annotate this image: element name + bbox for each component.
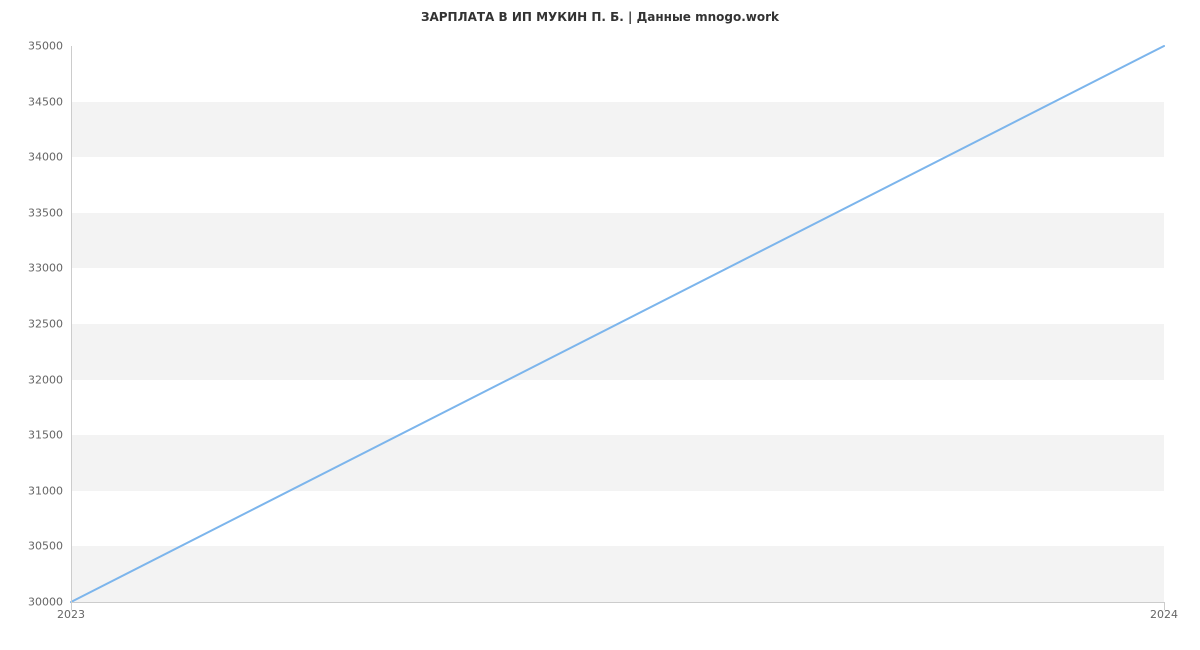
x-axis-line	[71, 602, 1164, 603]
series-line	[71, 46, 1164, 602]
line-layer	[71, 46, 1164, 602]
y-axis-line	[71, 46, 72, 602]
y-tick-label: 34000	[28, 151, 71, 164]
y-tick-label: 33000	[28, 262, 71, 275]
y-tick-label: 32000	[28, 373, 71, 386]
y-tick-label: 34500	[28, 95, 71, 108]
x-tick-mark	[71, 602, 72, 610]
y-tick-label: 31000	[28, 484, 71, 497]
y-tick-label: 35000	[28, 40, 71, 53]
y-tick-label: 31500	[28, 429, 71, 442]
x-tick-mark	[1164, 602, 1165, 610]
y-tick-label: 32500	[28, 318, 71, 331]
y-tick-label: 30500	[28, 540, 71, 553]
plot-area: 3000030500310003150032000325003300033500…	[71, 46, 1164, 602]
y-tick-label: 33500	[28, 206, 71, 219]
chart-title: ЗАРПЛАТА В ИП МУКИН П. Б. | Данные mnogo…	[0, 10, 1200, 24]
